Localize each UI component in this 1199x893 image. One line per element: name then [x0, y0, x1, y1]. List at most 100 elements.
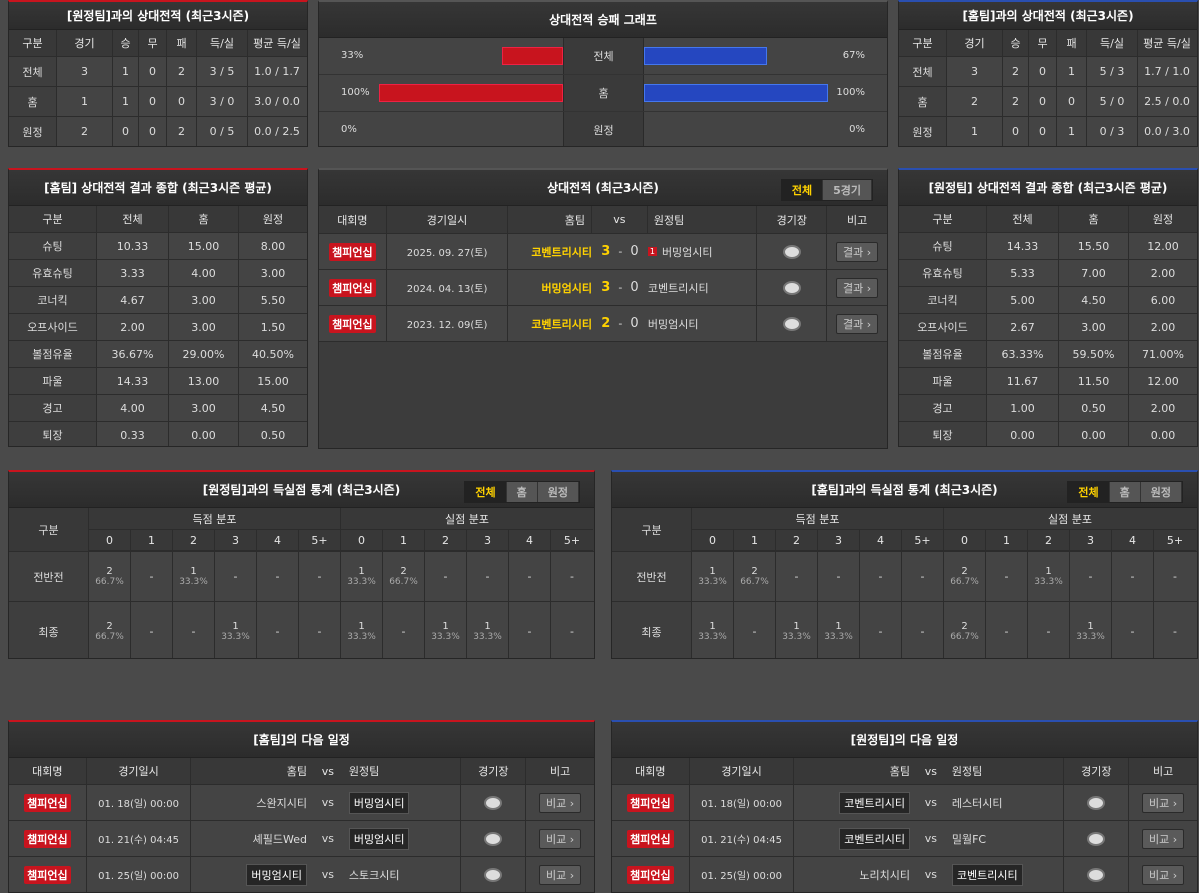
table-row: 파울 14.33 13.00 15.00 — [9, 368, 307, 395]
panel-title: 상대전적 승패 그래프 — [549, 13, 657, 27]
versus: vs — [924, 868, 938, 881]
table-cell: 11.67 — [987, 368, 1059, 394]
tab[interactable]: 홈 — [1110, 482, 1141, 502]
table-cell — [461, 785, 527, 820]
empty-cell: - — [383, 602, 425, 658]
column-header: 승 — [1003, 30, 1029, 56]
row-label: 유효슈팅 — [9, 260, 97, 286]
table-cell: 2 — [167, 117, 197, 146]
tab[interactable]: 원정 — [1141, 482, 1182, 502]
table-row: 구분 전체 홈 원정 — [9, 206, 307, 233]
away-team: 버밍엄시티 — [647, 317, 699, 331]
table-cell: 13.00 — [169, 368, 239, 394]
compare-button[interactable]: 비교 › — [1142, 792, 1185, 813]
panel-header: [홈팀]의 다음 일정 — [9, 722, 594, 758]
table-row: 챔피언십 2025. 09. 27(토) 코벤트리시티 3-0 1 버밍엄시티 결과 › — [319, 234, 887, 270]
compare-button[interactable]: 비교 › — [539, 864, 582, 885]
table-cell: 5 / 0 — [1087, 87, 1138, 116]
red-card: 1 — [647, 247, 657, 256]
table-cell: 71.00% — [1142, 347, 1184, 361]
goal-percent: 33.3% — [221, 631, 250, 642]
empty-cell: - — [860, 602, 902, 658]
tab[interactable]: 전체 — [1068, 482, 1110, 502]
match-date: 01. 25(일) 00:00 — [87, 857, 192, 892]
column-header: 구분 — [9, 30, 57, 56]
tab[interactable]: 전체 — [781, 180, 824, 200]
button-label: 비교 — [546, 868, 567, 882]
row-label: 전체 — [9, 57, 57, 86]
result-button[interactable]: 결과 › — [836, 313, 879, 334]
compare-button[interactable]: 비교 › — [539, 792, 582, 813]
panel-title: [홈팀]과의 상대전적 (최근3시즌) — [962, 9, 1134, 23]
group-header: 실점 분포 — [1048, 512, 1092, 526]
goal-count-header: 5+ — [299, 530, 341, 550]
goal-count-header: 3 — [467, 530, 509, 550]
away-team: 버밍엄시티 — [348, 827, 410, 850]
goal-percent: 66.7% — [95, 631, 124, 642]
column-header: 대회명 — [612, 758, 690, 784]
goal-header-groups: 득점 분포 실점 분포 0 1 2 3 4 5+ 0 1 2 3 4 5+ — [692, 508, 1196, 551]
home-score: 3 — [601, 280, 611, 295]
table-cell — [461, 857, 527, 892]
goal-count: 1 — [358, 565, 365, 577]
tab[interactable]: 전체 — [465, 482, 507, 502]
percent-label: 0% — [341, 124, 357, 135]
versus: vs — [321, 832, 335, 845]
panel-header: [홈팀]과의 상대전적 (최근3시즌) — [899, 2, 1197, 30]
column-header: 구분 — [899, 30, 947, 56]
table-row: 파울 11.67 11.50 12.00 — [899, 368, 1197, 395]
table-row: 챔피언십 01. 25(일) 00:00 노리치시티 vs 코벤트리시티 비교 › — [612, 857, 1197, 892]
column-header: 무 — [139, 30, 167, 56]
table-cell: 0.50 — [1059, 395, 1129, 421]
column-header: 홈 — [1059, 206, 1129, 232]
column-header: 홈팀 — [286, 765, 307, 778]
table-cell: 코벤트리시티 — [948, 857, 1065, 892]
compare-button[interactable]: 비교 › — [1142, 864, 1185, 885]
league-badge: 챔피언십 — [329, 314, 376, 333]
table-cell: 36.67% — [97, 341, 169, 367]
row-label: 전반전 — [9, 552, 89, 601]
result-button[interactable]: 결과 › — [836, 277, 879, 298]
versus: vs — [321, 868, 335, 881]
table-cell: 3.00 — [1059, 314, 1129, 340]
tab[interactable]: 홈 — [507, 482, 538, 502]
percent-label: 100% — [341, 87, 370, 98]
league-badge: 챔피언십 — [627, 829, 674, 848]
table-row: 전체 3 2 0 1 5 / 3 1.7 / 1.0 — [899, 57, 1197, 87]
table-cell: 1.0 / 1.7 — [254, 65, 300, 78]
table-cell: 코벤트리시티 — [508, 234, 592, 269]
panel: [홈팀]의 다음 일정 대회명 경기일시 홈팀 vs 원정팀 경기장 비고 챔피언십 01. 18… — [8, 720, 595, 893]
goal-cell: 1 33.3% — [341, 552, 383, 601]
score-separator: - — [618, 317, 623, 330]
compare-button[interactable]: 비교 › — [1142, 828, 1185, 849]
goal-percent: 66.7% — [740, 576, 769, 587]
away-bar — [644, 47, 768, 65]
column-header: 홈팀 — [889, 765, 910, 778]
table-cell: 버밍엄시티 — [508, 270, 592, 305]
panel-header: [원정팀] 상대전적 결과 종합 (최근3시즌 평균) — [899, 170, 1197, 206]
percent-label: 67% — [842, 50, 865, 61]
stadium-icon — [1087, 795, 1106, 810]
table-row: 챔피언십 2024. 04. 13(토) 버밍엄시티 3-0 코벤트리시티 결과 › — [319, 270, 887, 306]
goal-percent: 66.7% — [95, 576, 124, 587]
table-row: 챔피언십 01. 21(수) 04:45 코벤트리시티 vs 밀월FC 비교 › — [612, 821, 1197, 857]
table-row: 구분 전체 홈 원정 — [899, 206, 1197, 233]
table-cell: 3.33 — [97, 260, 169, 286]
column-header: 승 — [113, 30, 139, 56]
tab[interactable]: 5경기 — [823, 180, 872, 200]
goal-count-header: 2 — [425, 530, 467, 550]
empty-cell: - — [1028, 602, 1070, 658]
table-cell: 0 — [139, 57, 167, 86]
table-row: 유효슈팅 5.33 7.00 2.00 — [899, 260, 1197, 287]
button-label: 결과 — [843, 245, 864, 259]
result-button[interactable]: 결과 › — [836, 241, 879, 262]
table-cell: 59.50% — [1059, 341, 1129, 367]
goal-count-header: 5+ — [563, 533, 581, 547]
tab[interactable]: 원정 — [538, 482, 579, 502]
compare-button[interactable]: 비교 › — [539, 828, 582, 849]
table-row: 코너킥 4.67 3.00 5.50 — [9, 287, 307, 314]
table-cell: 0.50 — [260, 428, 286, 442]
table-cell: 밀월FC — [948, 821, 1065, 856]
graph-row: 33% 67% 전체 — [319, 38, 887, 75]
column-header: 원정팀 — [648, 206, 758, 233]
